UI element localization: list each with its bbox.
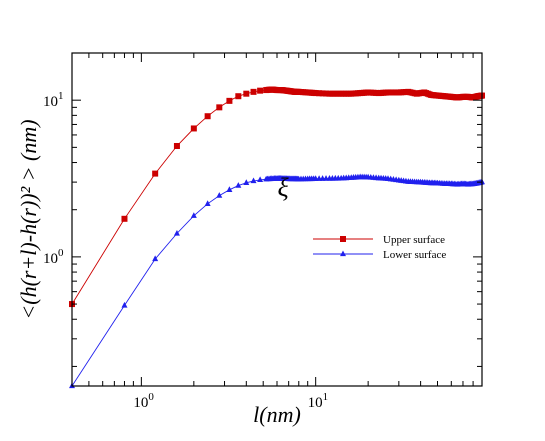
legend-item-upper-surface: Upper surface bbox=[313, 234, 445, 246]
data-point-upper-surface bbox=[121, 215, 128, 222]
plot-frame bbox=[71, 52, 483, 387]
data-point-upper-surface bbox=[226, 97, 233, 104]
legend-marker bbox=[340, 236, 346, 242]
data-point-upper-surface bbox=[393, 89, 400, 96]
data-point-lower-surface bbox=[250, 177, 257, 184]
x-tick-label: 100 bbox=[133, 391, 154, 411]
data-point-upper-surface bbox=[382, 89, 389, 96]
data-point-upper-surface bbox=[354, 90, 361, 97]
data-point-lower-surface bbox=[302, 175, 309, 182]
data-point-upper-surface bbox=[173, 143, 180, 150]
legend-marker bbox=[340, 250, 346, 257]
data-point-lower-surface bbox=[152, 255, 159, 262]
data-point-lower-surface bbox=[402, 177, 409, 184]
y-axis-title: <(h(r+l)-h(r))² > (nm) bbox=[16, 119, 41, 319]
data-point-upper-surface bbox=[319, 90, 326, 97]
data-point-upper-surface bbox=[243, 90, 250, 97]
data-point-lower-surface bbox=[393, 176, 400, 183]
data-point-lower-surface bbox=[323, 175, 330, 181]
data-point-upper-surface bbox=[373, 89, 380, 96]
data-point-upper-surface bbox=[216, 104, 223, 111]
data-point-lower-surface bbox=[373, 174, 380, 181]
data-point-upper-surface bbox=[439, 93, 446, 100]
series-upper-surface bbox=[69, 86, 485, 308]
data-point-lower-surface bbox=[226, 186, 233, 192]
data-point-lower-surface bbox=[363, 173, 370, 180]
data-point-upper-surface bbox=[419, 89, 426, 96]
data-point-upper-surface bbox=[152, 170, 159, 177]
data-point-upper-surface bbox=[477, 92, 484, 99]
series-layer bbox=[69, 86, 485, 389]
data-point-upper-surface bbox=[235, 93, 242, 100]
data-point-lower-surface bbox=[173, 229, 180, 236]
data-point-lower-surface bbox=[235, 182, 242, 188]
data-point-lower-surface bbox=[216, 192, 223, 198]
data-point-upper-surface bbox=[335, 90, 342, 97]
data-point-lower-surface bbox=[190, 212, 197, 218]
legend: Upper surface Lower surface bbox=[313, 234, 446, 261]
data-point-lower-surface bbox=[257, 176, 264, 183]
data-point-lower-surface bbox=[382, 175, 389, 181]
data-point-upper-surface bbox=[426, 91, 433, 98]
data-point-upper-surface bbox=[190, 125, 197, 132]
series-line-lower-surface bbox=[71, 176, 483, 387]
data-point-lower-surface bbox=[204, 200, 211, 207]
data-point-upper-surface bbox=[310, 89, 317, 96]
xi-annotation: ξ bbox=[277, 173, 289, 202]
data-point-upper-surface bbox=[446, 93, 453, 100]
data-point-upper-surface bbox=[402, 89, 409, 96]
data-point-upper-surface bbox=[345, 90, 352, 97]
data-point-upper-surface bbox=[363, 89, 370, 96]
axes-layer bbox=[71, 52, 483, 387]
data-point-lower-surface bbox=[121, 301, 128, 308]
data-point-lower-surface bbox=[411, 178, 418, 185]
y-tick-label: 100 bbox=[43, 247, 64, 267]
data-point-lower-surface bbox=[243, 179, 250, 185]
data-point-upper-surface bbox=[257, 87, 264, 94]
data-point-lower-surface bbox=[335, 174, 342, 181]
legend-label: Upper surface bbox=[383, 234, 445, 246]
data-point-upper-surface bbox=[204, 113, 211, 120]
data-point-lower-surface bbox=[345, 174, 352, 181]
x-axis-title: l(nm) bbox=[253, 402, 301, 427]
data-point-upper-surface bbox=[294, 88, 301, 95]
data-point-upper-surface bbox=[316, 90, 323, 97]
data-point-upper-surface bbox=[302, 89, 309, 96]
legend-label: Lower surface bbox=[383, 249, 446, 261]
data-point-upper-surface bbox=[411, 90, 418, 97]
legend-item-lower-surface: Lower surface bbox=[313, 249, 446, 261]
data-point-lower-surface bbox=[354, 173, 361, 180]
data-point-upper-surface bbox=[432, 92, 439, 99]
data-point-upper-surface bbox=[323, 90, 330, 97]
data-point-lower-surface bbox=[310, 175, 317, 182]
series-lower-surface bbox=[69, 173, 485, 389]
x-tick-label: 101 bbox=[308, 391, 329, 411]
y-tick-label: 101 bbox=[43, 90, 64, 110]
data-point-upper-surface bbox=[250, 88, 257, 95]
text-layer: 100 101 100 101 l(nm) <(h(r+l)-h(r))² > (nm) ξ bbox=[16, 90, 328, 427]
